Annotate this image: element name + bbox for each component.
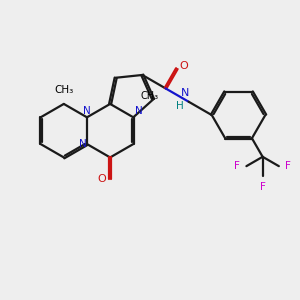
Text: F: F	[234, 161, 240, 171]
Text: CH₃: CH₃	[54, 85, 74, 95]
Text: N: N	[181, 88, 189, 98]
Text: O: O	[98, 174, 106, 184]
Text: N: N	[135, 106, 142, 116]
Text: N: N	[79, 139, 86, 149]
Text: F: F	[260, 182, 266, 192]
Text: CH₃: CH₃	[141, 91, 159, 101]
Text: O: O	[179, 61, 188, 71]
Text: F: F	[285, 161, 291, 171]
Text: H: H	[176, 101, 184, 111]
Text: N: N	[83, 106, 91, 116]
